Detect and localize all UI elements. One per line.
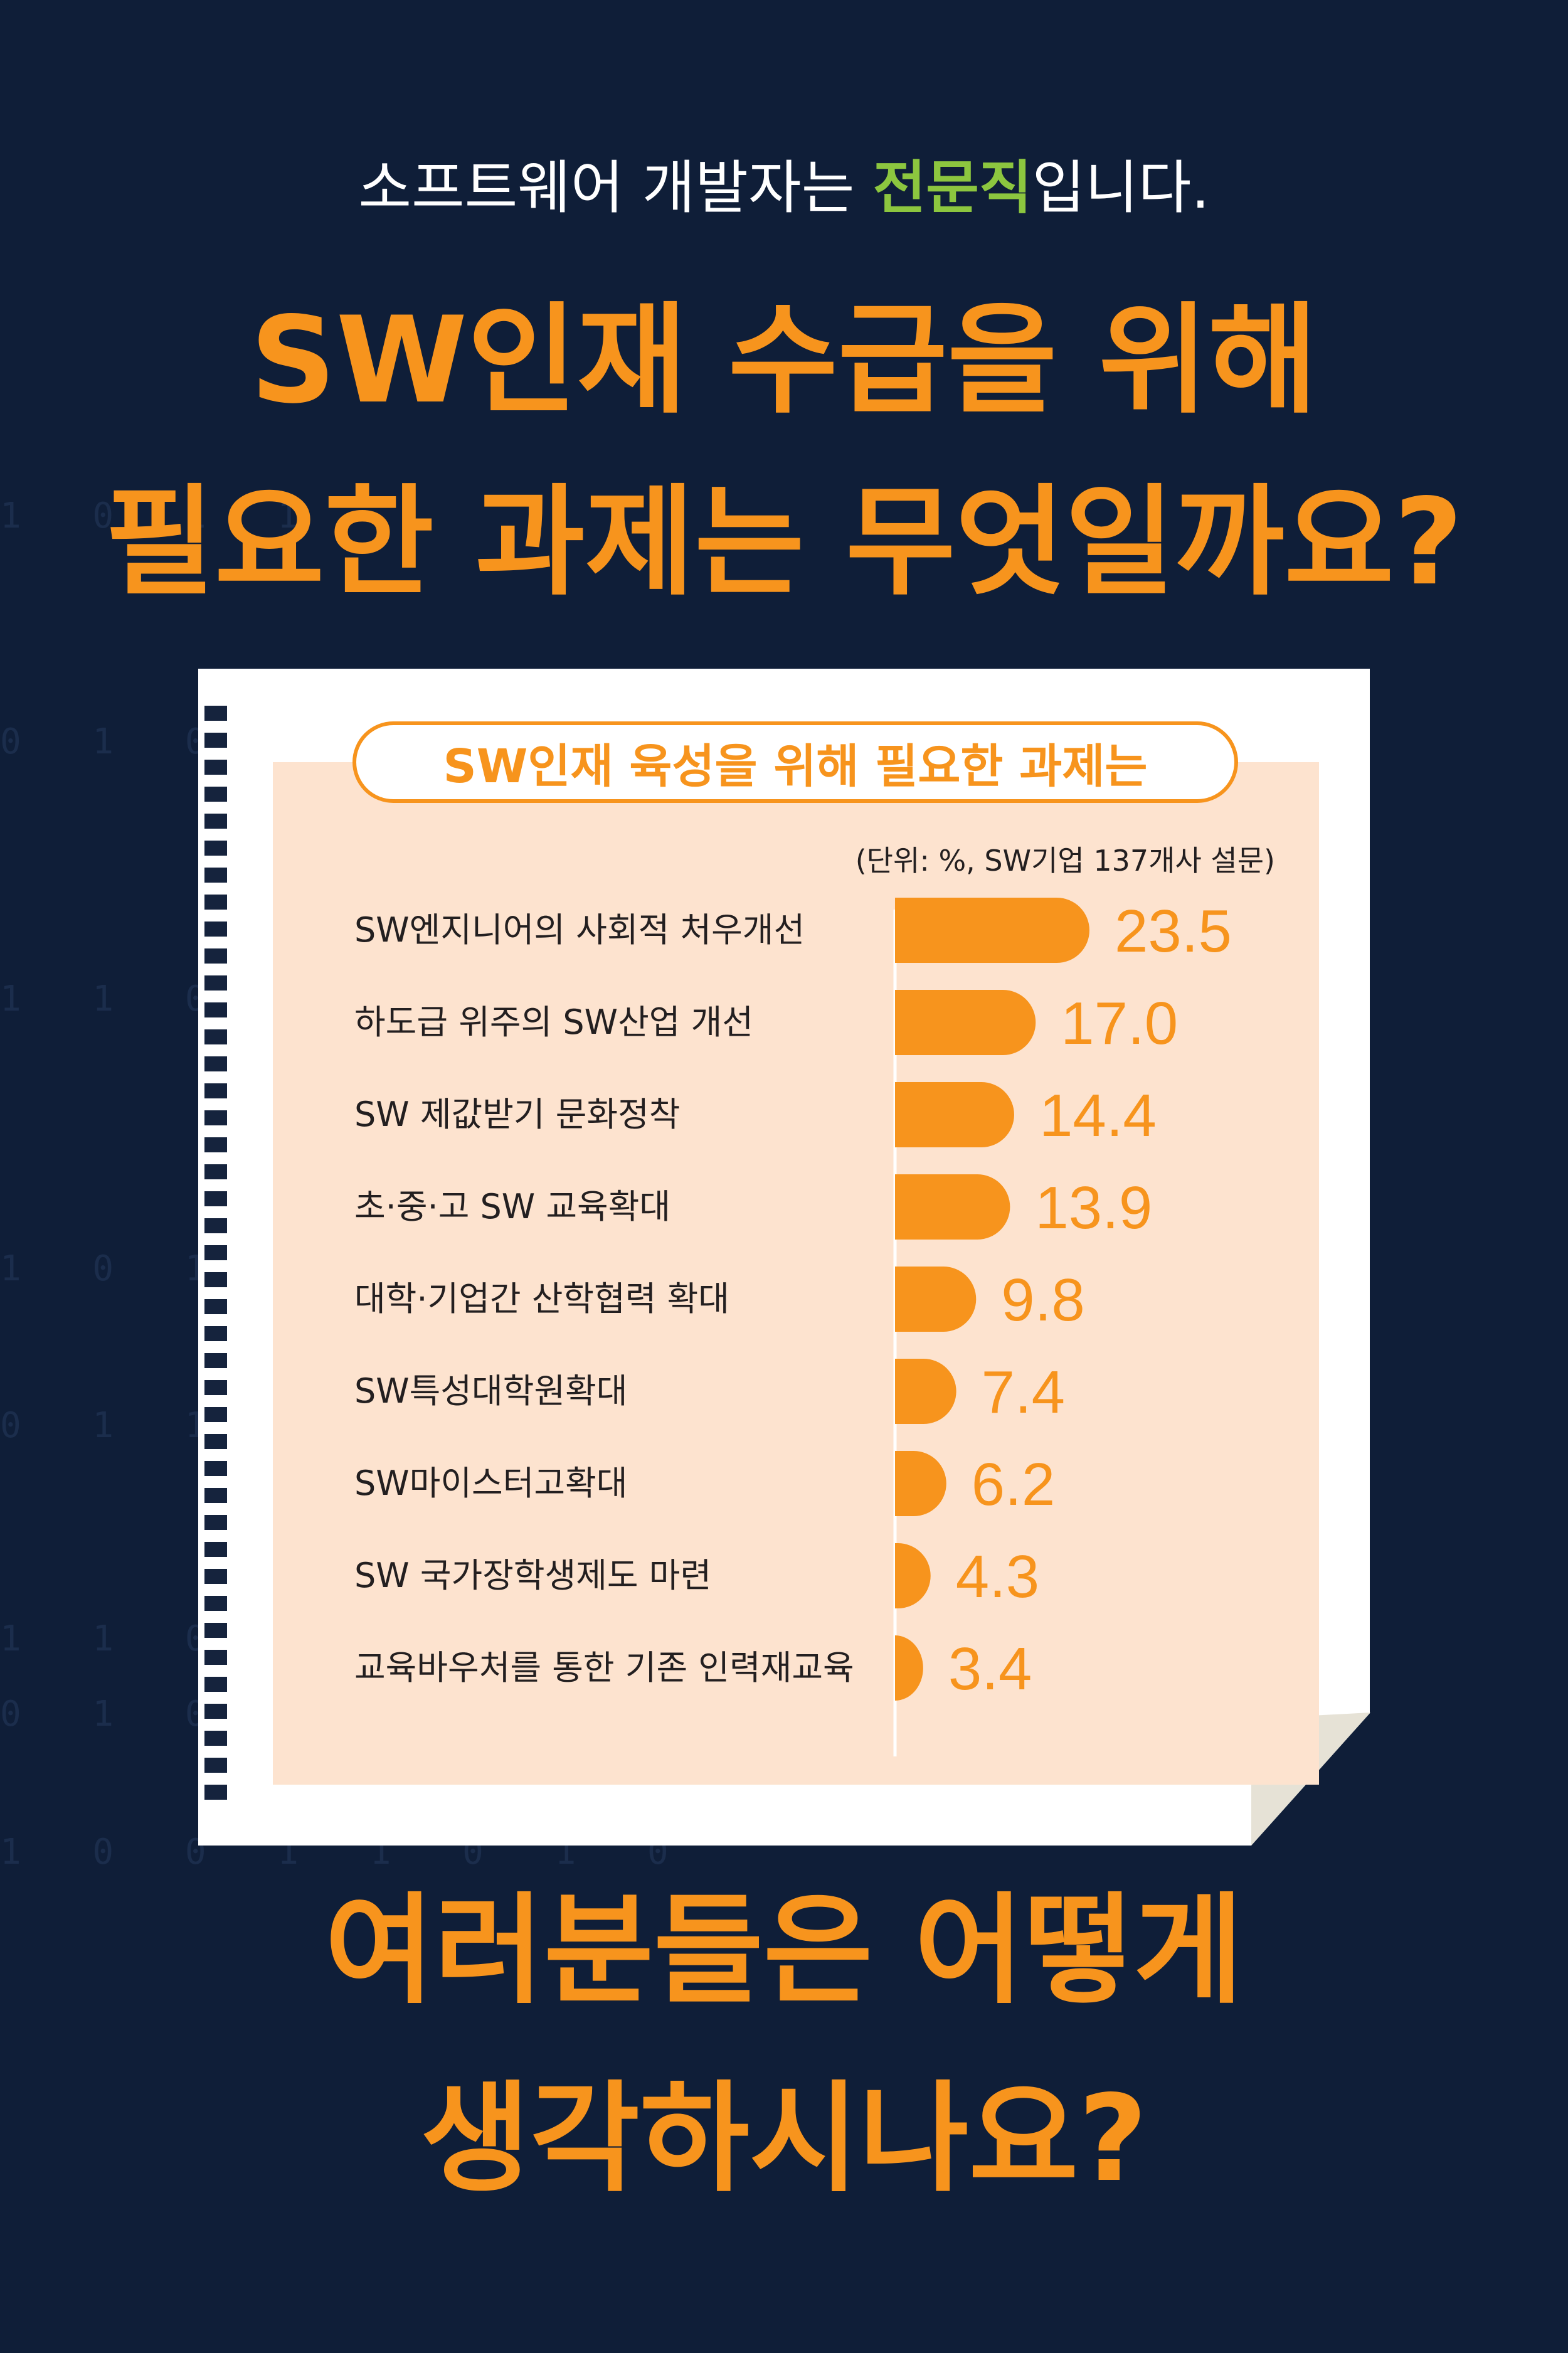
spiral-hole — [204, 1488, 227, 1503]
spiral-hole — [204, 1515, 227, 1530]
spiral-hole — [204, 1245, 227, 1260]
chart-category-label: 하도급 위주의 SW산업 개선 — [354, 1002, 753, 1042]
spiral-hole — [204, 787, 227, 802]
spiral-hole — [204, 1758, 227, 1773]
spiral-hole — [204, 1407, 227, 1422]
chart-bar — [895, 1082, 1014, 1147]
chart-value-label: 6.2 — [972, 1451, 1055, 1518]
chart-value-label: 4.3 — [956, 1543, 1039, 1610]
spiral-hole — [204, 1029, 227, 1044]
chart-value-label: 9.8 — [1001, 1267, 1084, 1334]
intro-text-after: 입니다. — [1032, 154, 1210, 221]
chart-category-label: 초·중·고 SW 교육확대 — [354, 1187, 670, 1226]
chart-category-label: 교육바우처를 통한 기존 인력재교육 — [354, 1648, 854, 1687]
spiral-hole — [204, 1056, 227, 1071]
spiral-hole — [204, 1137, 227, 1152]
spiral-binding — [204, 706, 227, 1810]
bar-chart: SW엔지니어의 사회적 처우개선 23.5 하도급 위주의 SW산업 개선 17.0 S… — [354, 898, 1232, 1756]
spiral-hole — [204, 1731, 227, 1746]
spiral-hole — [204, 1326, 227, 1341]
spiral-hole — [204, 706, 227, 721]
chart-value-label: 13.9 — [1035, 1174, 1152, 1241]
chart-bar — [895, 990, 1036, 1055]
spiral-hole — [204, 1434, 227, 1449]
headline-line-1: SW인재 수급을 위해 — [250, 291, 1318, 430]
code-row: 1 0 1 1 — [0, 496, 324, 536]
spiral-hole — [204, 1596, 227, 1611]
chart-category-label: SW 제값받기 문화정착 — [354, 1095, 680, 1134]
spiral-hole — [204, 868, 227, 883]
chart-title: SW인재 육성을 위해 필요한 과제는 — [352, 721, 1238, 803]
spiral-hole — [204, 1677, 227, 1692]
closing-line-2: 생각하시나요? — [420, 2069, 1148, 2208]
chart-bar — [895, 1359, 956, 1424]
intro-highlight: 전문직 — [872, 154, 1032, 221]
chart-panel — [273, 762, 1319, 1785]
spiral-hole — [204, 975, 227, 991]
chart-bar — [895, 1635, 923, 1701]
chart-bar — [895, 1267, 977, 1332]
chart-value-label: 23.5 — [1115, 898, 1232, 965]
spiral-hole — [204, 1785, 227, 1800]
chart-value-label: 3.4 — [948, 1635, 1032, 1702]
spiral-hole — [204, 760, 227, 775]
intro-text: 소프트웨어 개발자는 전문직입니다. — [0, 141, 1568, 225]
spiral-hole — [204, 1002, 227, 1017]
spiral-hole — [204, 1272, 227, 1287]
chart-bar — [895, 1174, 1010, 1240]
chart-value-label: 7.4 — [982, 1359, 1065, 1426]
spiral-hole — [204, 1461, 227, 1476]
spiral-hole — [204, 922, 227, 937]
chart-bar — [895, 1451, 946, 1516]
chart-category-label: 대학·기업간 산학협력 확대 — [354, 1279, 729, 1319]
spiral-hole — [204, 1650, 227, 1665]
chart-category-label: SW엔지니어의 사회적 처우개선 — [354, 910, 805, 950]
chart-value-label: 14.4 — [1039, 1082, 1157, 1149]
chart-bar — [895, 898, 1089, 963]
intro-text-before: 소프트웨어 개발자는 — [358, 154, 873, 221]
spiral-hole — [204, 1353, 227, 1368]
spiral-hole — [204, 895, 227, 910]
spiral-hole — [204, 1110, 227, 1125]
chart-category-label: SW 국가장학생제도 마련 — [354, 1556, 711, 1595]
chart-unit-note: (단위: %, SW기업 137개사 설문) — [855, 844, 1275, 878]
spiral-hole — [204, 1704, 227, 1719]
spiral-hole — [204, 1083, 227, 1098]
spiral-hole — [204, 1623, 227, 1638]
spiral-hole — [204, 1380, 227, 1395]
spiral-hole — [204, 1191, 227, 1206]
spiral-hole — [204, 1218, 227, 1233]
spiral-hole — [204, 1164, 227, 1179]
spiral-hole — [204, 1542, 227, 1557]
spiral-hole — [204, 841, 227, 856]
spiral-hole — [204, 814, 227, 829]
chart-category-label: SW특성대학원확대 — [354, 1371, 627, 1411]
closing-line-1: 여러분들은 어떻게 — [324, 1881, 1244, 2020]
spiral-hole — [204, 948, 227, 964]
chart-value-label: 17.0 — [1061, 990, 1178, 1057]
chart-category-label: SW마이스터고확대 — [354, 1463, 627, 1503]
spiral-hole — [204, 733, 227, 748]
spiral-hole — [204, 1569, 227, 1584]
chart-bar — [895, 1543, 931, 1608]
spiral-hole — [204, 1299, 227, 1314]
headline-line-2: 필요한 과제는 무엇일까요? — [105, 473, 1463, 612]
